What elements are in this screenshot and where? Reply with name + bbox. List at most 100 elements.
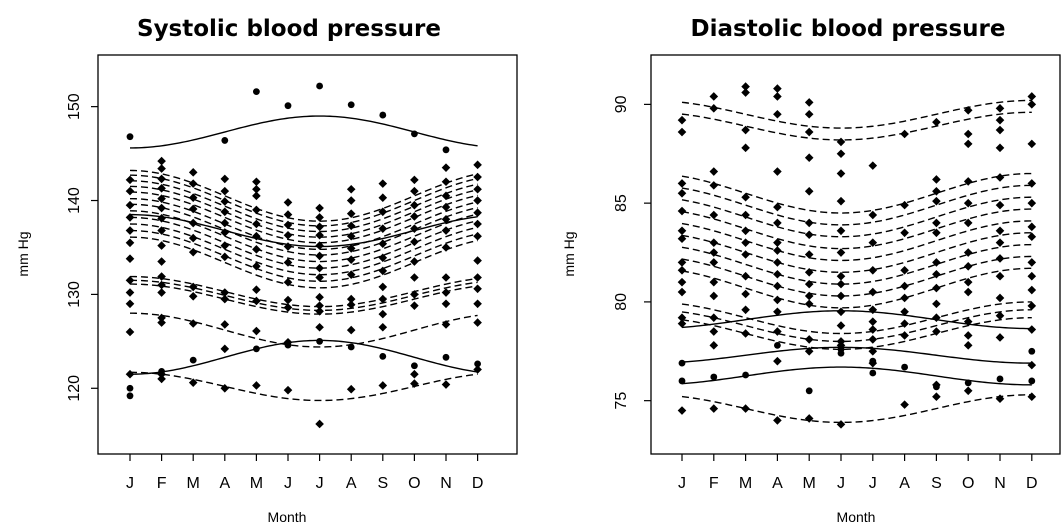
data-point-diamond: [252, 191, 261, 201]
data-point-diamond: [220, 174, 230, 184]
data-point-diamond: [315, 263, 324, 273]
data-point-diamond: [473, 160, 482, 170]
data-point-diamond: [188, 233, 198, 243]
data-point-diamond: [773, 218, 782, 228]
fit-curve-dashed: [681, 301, 1032, 335]
data-point-diamond: [125, 288, 135, 297]
diastolic-fit-curves: [681, 99, 1032, 424]
data-point-diamond: [963, 248, 973, 257]
fit-curve-dashed: [129, 275, 478, 308]
data-point-diamond: [836, 196, 846, 206]
fit-curve-dashed: [681, 220, 1032, 262]
data-point-diamond: [932, 186, 941, 196]
data-point-diamond: [410, 290, 419, 299]
data-point-circle: [126, 133, 134, 141]
data-point-diamond: [157, 214, 166, 223]
fit-curve-dashed: [129, 197, 478, 251]
data-point-diamond: [995, 226, 1005, 236]
data-point-circle: [1028, 377, 1036, 385]
data-point-circle: [869, 357, 877, 365]
data-point-diamond: [220, 218, 230, 228]
data-point-circle: [379, 352, 387, 360]
data-point-diamond: [741, 82, 750, 91]
systolic-observations: [125, 82, 482, 429]
data-point-diamond: [410, 379, 419, 388]
data-point-diamond: [220, 241, 230, 250]
data-point-diamond: [473, 196, 482, 205]
data-point-diamond: [125, 238, 135, 248]
fit-curve-solid: [681, 366, 1032, 386]
data-point-diamond: [410, 200, 419, 210]
data-point-diamond: [157, 288, 166, 297]
data-point-diamond: [868, 317, 878, 326]
data-point-diamond: [1027, 232, 1037, 242]
data-point-diamond: [346, 300, 356, 310]
data-point-diamond: [283, 303, 293, 312]
data-point-diamond: [773, 246, 782, 255]
y-tick-label: 75: [613, 392, 630, 410]
data-point-diamond: [995, 333, 1005, 342]
data-point-diamond: [1027, 285, 1037, 295]
data-point-diamond: [741, 210, 750, 220]
data-point-diamond: [677, 277, 687, 287]
fit-curve-dashed: [129, 223, 478, 276]
data-point-circle: [316, 337, 323, 345]
data-point-diamond: [773, 92, 782, 101]
data-point-diamond: [1027, 258, 1037, 267]
data-point-diamond: [283, 198, 293, 207]
data-point-diamond: [188, 291, 198, 301]
data-point-diamond: [900, 228, 909, 238]
data-point-diamond: [677, 319, 687, 328]
data-point-diamond: [900, 293, 909, 303]
data-point-diamond: [995, 143, 1005, 153]
data-point-diamond: [188, 168, 198, 177]
data-point-diamond: [836, 279, 846, 289]
data-point-diamond: [741, 226, 750, 236]
data-point-diamond: [963, 287, 973, 297]
x-tick-label: F: [157, 475, 167, 492]
data-point-diamond: [677, 206, 687, 216]
data-point-diamond: [315, 273, 324, 282]
data-point-diamond: [1027, 271, 1037, 281]
data-point-diamond: [378, 224, 388, 233]
data-point-diamond: [157, 194, 166, 203]
data-point-diamond: [157, 280, 166, 290]
x-tick-label: A: [346, 475, 357, 492]
data-point-diamond: [741, 125, 750, 135]
data-point-diamond: [804, 299, 814, 309]
data-point-diamond: [900, 400, 909, 409]
data-point-diamond: [836, 321, 846, 330]
data-point-diamond: [315, 306, 324, 316]
data-point-circle: [316, 82, 323, 90]
data-point-diamond: [441, 163, 451, 172]
data-point-diamond: [932, 283, 941, 293]
data-point-diamond: [709, 238, 719, 247]
x-tick-label: N: [994, 475, 1006, 492]
diastolic-title: Diastolic blood pressure: [691, 16, 1006, 42]
data-point-diamond: [157, 318, 166, 327]
data-point-diamond: [773, 356, 782, 366]
data-point-diamond: [283, 258, 293, 267]
data-point-circle: [126, 392, 134, 400]
data-point-diamond: [1027, 198, 1037, 208]
data-point-circle: [837, 349, 845, 357]
data-point-diamond: [378, 239, 388, 249]
data-point-diamond: [315, 241, 324, 250]
data-point-diamond: [473, 299, 482, 309]
data-point-diamond: [441, 191, 451, 201]
y-tick-label: 140: [66, 187, 83, 214]
data-point-diamond: [157, 226, 166, 235]
fit-curve-dashed: [129, 180, 478, 233]
data-point-diamond: [188, 282, 198, 292]
data-point-diamond: [709, 291, 719, 301]
data-point-diamond: [473, 318, 482, 327]
data-point-diamond: [868, 287, 878, 297]
data-point-diamond: [441, 320, 451, 329]
data-point-diamond: [963, 218, 973, 228]
data-point-diamond: [709, 104, 719, 113]
data-point-diamond: [220, 320, 230, 329]
data-point-circle: [221, 137, 229, 144]
data-point-diamond: [773, 295, 782, 305]
